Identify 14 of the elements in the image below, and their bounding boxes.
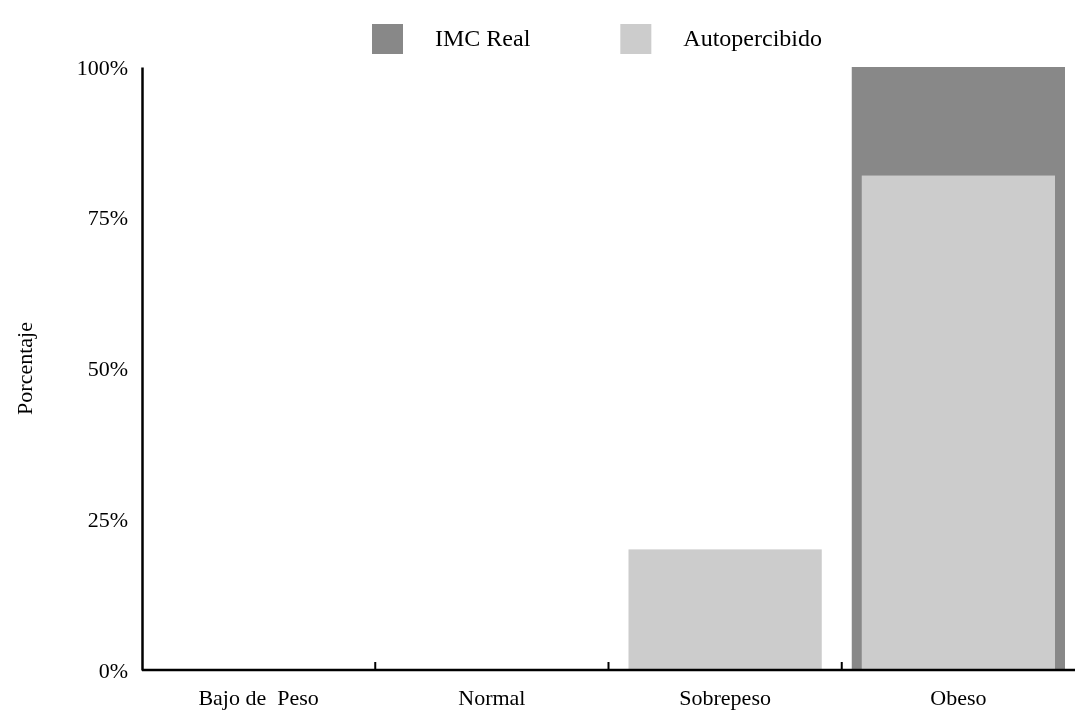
y-tick-label: 100% — [76, 54, 128, 80]
legend-label: IMC Real — [435, 25, 531, 51]
x-tick-label: Obeso — [930, 685, 987, 710]
bar — [861, 175, 1055, 670]
bar — [628, 549, 822, 670]
y-axis-title: Porcentaje — [12, 322, 37, 415]
y-tick-label: 75% — [87, 205, 128, 231]
y-tick-label: 50% — [87, 356, 128, 382]
x-tick-label: Normal — [458, 685, 526, 710]
y-tick-label: 0% — [98, 657, 128, 683]
legend-label: Autopercibido — [683, 25, 822, 51]
x-tick-label: Bajo de Peso — [198, 685, 319, 710]
y-tick-label: 25% — [87, 506, 128, 532]
x-tick-label: Sobrepeso — [679, 685, 771, 710]
